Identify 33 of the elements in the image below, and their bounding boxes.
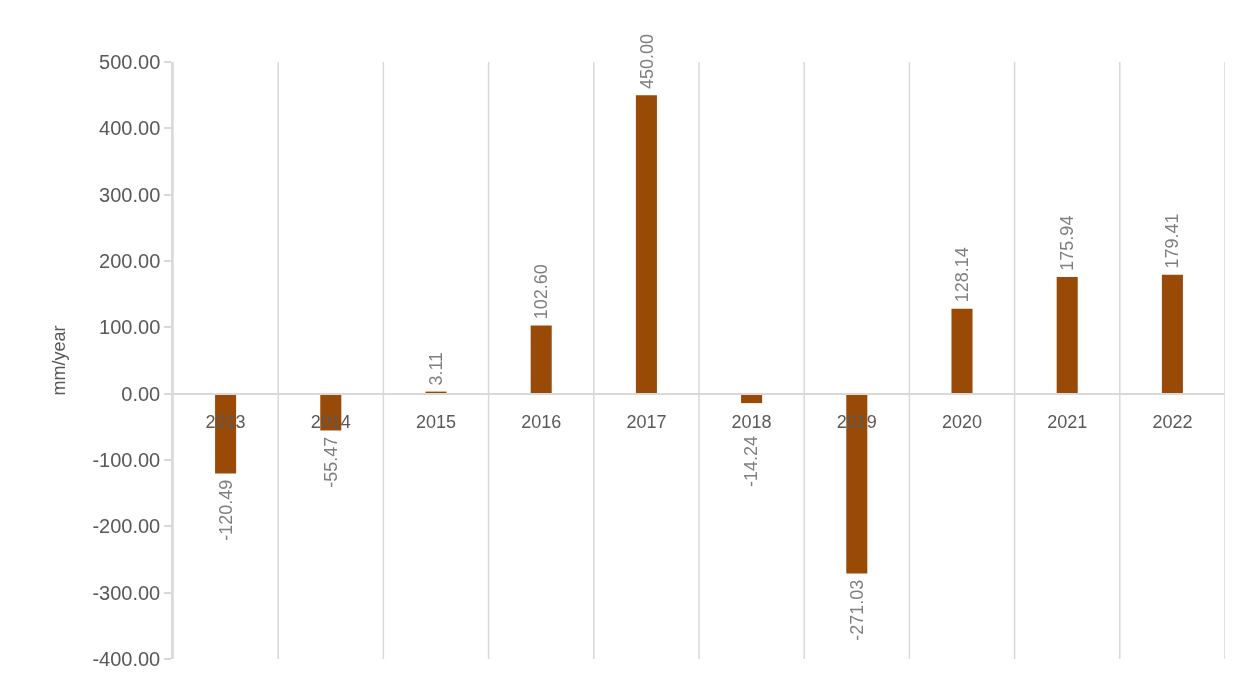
y-tick-label: 500.00	[99, 51, 161, 73]
y-tick-label: 0.00	[121, 382, 161, 405]
bar	[1161, 274, 1183, 394]
bar	[530, 325, 552, 394]
y-axis-title: mm/year	[49, 325, 70, 396]
y-tick-label: -400.00	[92, 648, 161, 670]
data-label: -14.24	[741, 436, 762, 488]
y-tick-label: -300.00	[92, 581, 161, 604]
x-tick-label: 2022	[1152, 412, 1193, 433]
bar	[951, 308, 973, 394]
data-label: 450.00	[636, 34, 657, 90]
data-label: 128.14	[951, 247, 972, 303]
x-tick-label: 2015	[415, 412, 457, 433]
y-tick-label: -100.00	[92, 449, 161, 471]
x-tick-label: 2018	[731, 412, 772, 433]
x-tick-label: 2016	[521, 412, 562, 433]
data-label: 175.94	[1056, 215, 1077, 271]
y-tick-label: 200.00	[99, 250, 161, 272]
data-label: -271.03	[846, 579, 867, 641]
x-tick-label: 2017	[626, 412, 667, 433]
bar	[1056, 276, 1078, 394]
y-tick-label: 300.00	[99, 183, 161, 206]
data-label: 179.41	[1162, 213, 1183, 269]
bar	[635, 95, 657, 394]
data-label: 3.11	[426, 351, 447, 386]
y-tick-label: -200.00	[92, 515, 161, 538]
x-tick-label: 2021	[1047, 412, 1088, 433]
data-label: -55.47	[320, 436, 341, 488]
y-tick-label: 400.00	[99, 117, 161, 140]
x-tick-label: 2020	[941, 412, 983, 433]
y-tick-label: 100.00	[99, 316, 161, 339]
data-label: -120.49	[215, 479, 236, 541]
data-label: 102.60	[531, 264, 552, 320]
